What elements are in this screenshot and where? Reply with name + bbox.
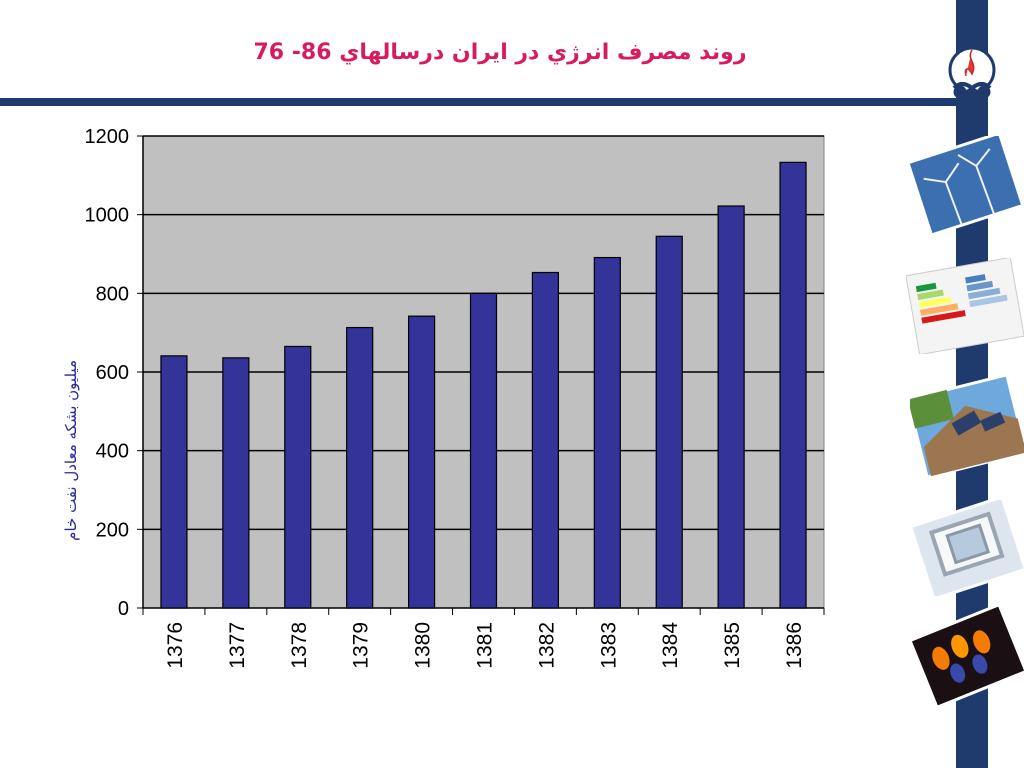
y-tick-label: 400 — [96, 441, 129, 463]
y-tick-label: 600 — [96, 362, 129, 384]
bar — [593, 256, 621, 609]
gas-flame-photo — [912, 606, 1024, 706]
x-tick-label: 1382 — [535, 622, 558, 669]
bar — [469, 292, 498, 609]
y-tick-label: 200 — [96, 519, 129, 541]
bar-chart: 0 200 400 600 800 1000 1200 1376 1377 1378 1379 138… — [85, 126, 825, 669]
bar — [531, 271, 560, 609]
y-tick-label: 800 — [96, 283, 129, 305]
bar — [284, 345, 312, 609]
bar — [346, 326, 374, 609]
y-tick-label: 0 — [118, 598, 129, 620]
bar — [717, 205, 745, 609]
x-tick-label: 1380 — [412, 622, 435, 669]
window-frame-photo — [912, 500, 1024, 596]
bar — [160, 355, 188, 609]
bar — [222, 357, 250, 609]
x-tick-label: 1379 — [350, 622, 373, 669]
solar-roof-photo — [910, 376, 1024, 476]
x-tick-label: 1383 — [597, 622, 620, 669]
bar — [779, 161, 807, 609]
x-tick-label: 1386 — [783, 622, 806, 669]
bar — [655, 235, 683, 609]
y-tick-label: 1200 — [85, 126, 130, 148]
x-tick-label: 1381 — [474, 622, 497, 669]
slide-title: روند مصرف انرژي در ايران درسالهاي 86- 76 — [253, 40, 747, 65]
header-rule — [0, 98, 958, 106]
x-tick-label: 1377 — [226, 622, 249, 669]
x-tick-label: 1376 — [164, 622, 187, 669]
y-axis-label: ميليون بشكه معادل نفت خام — [62, 360, 80, 541]
energy-label-photo — [906, 258, 1024, 354]
wind-turbines-photo — [908, 136, 1024, 236]
y-tick-label: 1000 — [85, 205, 130, 227]
x-tick-label: 1385 — [721, 622, 744, 669]
bar — [407, 315, 436, 609]
x-tick-label: 1378 — [288, 622, 311, 669]
x-tick-label: 1384 — [659, 622, 682, 669]
company-logo-icon — [948, 46, 996, 101]
